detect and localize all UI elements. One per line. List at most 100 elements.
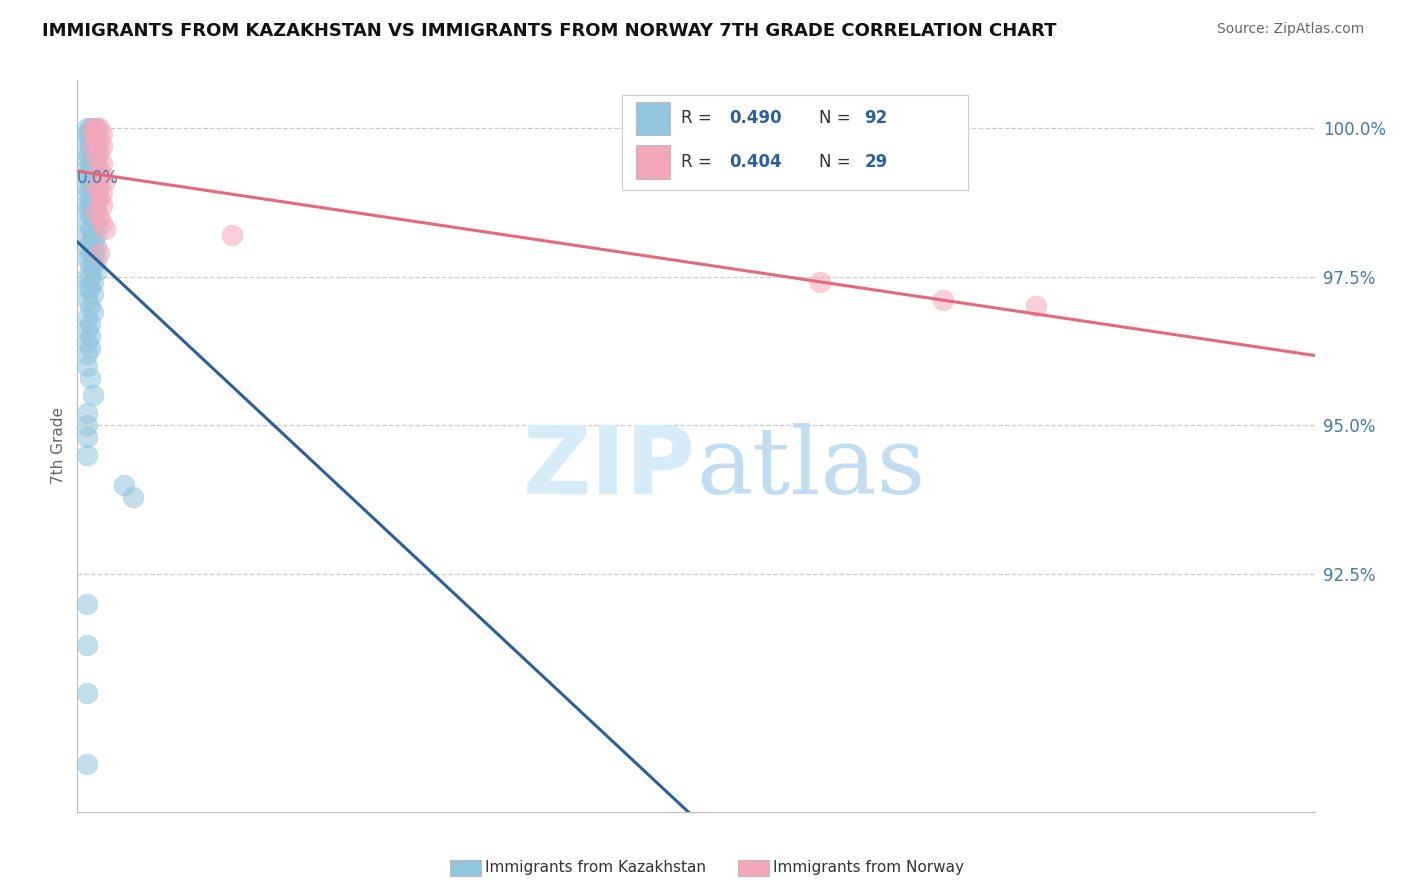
Point [76, 430, 98, 444]
Point [76, 406, 98, 420]
Y-axis label: 7th Grade: 7th Grade [51, 408, 66, 484]
Point [82, 151, 104, 165]
Text: 0.0%: 0.0% [77, 169, 120, 186]
Point [79, 234, 101, 248]
Point [76, 240, 98, 254]
Point [82, 174, 104, 188]
Point [76, 133, 98, 147]
Point [91, 216, 114, 230]
Point [76, 347, 98, 361]
Point [82, 276, 104, 290]
Point [82, 120, 104, 135]
Point [87, 180, 110, 194]
Point [79, 317, 101, 331]
Point [76, 597, 98, 611]
Point [79, 138, 101, 153]
Point [1025, 299, 1047, 313]
Point [76, 252, 98, 266]
Point [76, 293, 98, 308]
Point [82, 258, 104, 272]
Point [87, 210, 110, 224]
Point [82, 222, 104, 236]
Point [76, 227, 98, 242]
Point [79, 329, 101, 343]
Point [79, 120, 101, 135]
Point [91, 156, 114, 170]
Point [76, 334, 98, 349]
Point [82, 120, 104, 135]
Text: atlas: atlas [696, 423, 925, 513]
Point [84, 133, 107, 147]
Point [82, 210, 104, 224]
Point [79, 222, 101, 236]
Point [82, 127, 104, 141]
Text: ZIP: ZIP [523, 422, 696, 514]
Point [76, 151, 98, 165]
Point [79, 133, 101, 147]
Point [84, 192, 107, 206]
Point [84, 216, 107, 230]
Point [84, 145, 107, 159]
Point [76, 269, 98, 284]
Point [87, 120, 110, 135]
Point [79, 162, 101, 177]
Point [76, 145, 98, 159]
Point [79, 245, 101, 260]
Point [76, 120, 98, 135]
Point [84, 263, 107, 277]
Point [84, 120, 107, 135]
Point [79, 192, 101, 206]
Point [84, 120, 107, 135]
Point [76, 204, 98, 219]
Point [91, 198, 114, 212]
Point [76, 418, 98, 433]
Point [76, 127, 98, 141]
Point [82, 162, 104, 177]
Point [84, 252, 107, 266]
Point [79, 180, 101, 194]
Point [76, 180, 98, 194]
Point [76, 162, 98, 177]
Point [76, 169, 98, 183]
Point [84, 240, 107, 254]
Point [79, 127, 101, 141]
Point [79, 258, 101, 272]
Point [82, 198, 104, 212]
Text: Immigrants from Norway: Immigrants from Norway [773, 861, 965, 875]
Point [79, 341, 101, 355]
Point [82, 180, 104, 194]
Point [82, 138, 104, 153]
Point [79, 269, 101, 284]
Point [84, 186, 107, 201]
Point [82, 287, 104, 301]
Point [91, 186, 114, 201]
Point [808, 276, 831, 290]
Point [76, 323, 98, 337]
Point [87, 245, 110, 260]
Point [79, 210, 101, 224]
Point [76, 448, 98, 462]
Point [84, 169, 107, 183]
Point [84, 127, 107, 141]
Text: Source: ZipAtlas.com: Source: ZipAtlas.com [1216, 22, 1364, 37]
Point [932, 293, 955, 308]
Point [76, 281, 98, 295]
Point [84, 180, 107, 194]
Point [87, 145, 110, 159]
Point [84, 156, 107, 170]
Point [79, 370, 101, 384]
Point [76, 757, 98, 772]
Point [91, 127, 114, 141]
Point [87, 192, 110, 206]
Point [221, 227, 243, 242]
Point [94, 222, 117, 236]
Point [76, 186, 98, 201]
Point [112, 477, 135, 491]
Point [76, 311, 98, 326]
Point [79, 145, 101, 159]
Point [82, 138, 104, 153]
Point [82, 127, 104, 141]
Point [76, 198, 98, 212]
Point [84, 174, 107, 188]
Point [91, 169, 114, 183]
